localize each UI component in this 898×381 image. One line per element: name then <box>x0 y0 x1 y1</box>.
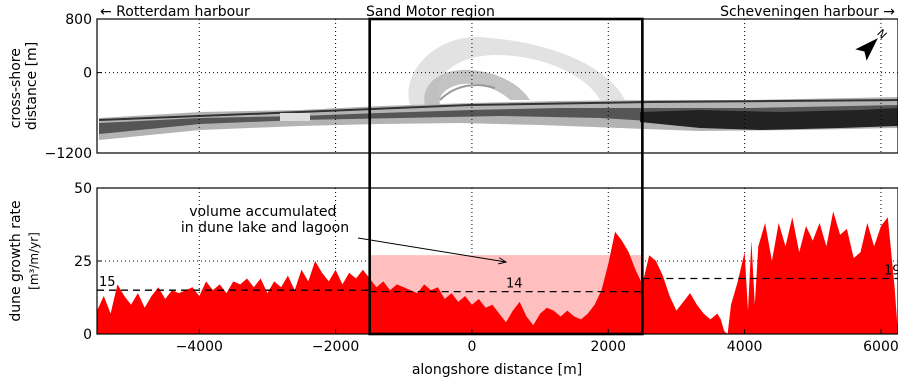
bottom-ytick-label: 50 <box>74 181 92 197</box>
sand-motor-region-label: Sand Motor region <box>366 4 495 20</box>
shoreline <box>98 99 898 121</box>
top-ylabel: cross-shore distance [m] <box>8 42 40 130</box>
top-ylabel-line2: distance [m] <box>24 42 40 130</box>
bottom-xlabel: alongshore distance [m] <box>412 362 582 378</box>
mean-line-label: 14 <box>506 277 523 292</box>
mean-line-label: 19 <box>884 264 898 279</box>
annotation-text: volume accumulated in dune lake and lago… <box>181 204 349 236</box>
top-ylabel-line1: cross-shore <box>8 48 24 128</box>
bottom-xtick-label: 0 <box>467 339 476 355</box>
mean-lines: 15 14 19 <box>97 264 898 293</box>
right-harbour-label: Scheveningen harbour → <box>720 4 895 20</box>
top-ytick-label: −1200 <box>45 146 92 162</box>
annotation-arrow <box>357 237 508 265</box>
bottom-xtick-label: −2000 <box>312 339 359 355</box>
bottom-xtick-label: 4000 <box>727 339 763 355</box>
bottom-ylabel-units: [m³/m/yr] <box>27 232 41 290</box>
bottom-y-ticks: 0 25 50 <box>74 181 102 343</box>
dune-band <box>99 97 898 140</box>
annotation-line2: in dune lake and lagoon <box>181 220 349 236</box>
bottom-xtick-label: 2000 <box>590 339 626 355</box>
bottom-ytick-label: 0 <box>83 327 92 343</box>
bottom-xtick-label: −4000 <box>176 339 223 355</box>
top-y-ticks: 800 0 −1200 <box>45 12 102 162</box>
bottom-ylabel: dune growth rate <box>8 200 24 321</box>
aerial-map <box>98 36 898 140</box>
top-ytick-label: 0 <box>83 66 92 82</box>
top-grid <box>97 19 898 153</box>
mean-line-label: 15 <box>99 275 116 290</box>
bottom-xtick-label: 6000 <box>863 339 898 355</box>
bottom-chart-panel: 15 14 19 0 25 50 −4000 −2000 0 2000 4000 6000 alo… <box>8 181 898 378</box>
bottom-ytick-label: 25 <box>74 254 92 270</box>
sand-motor-hook-edge <box>439 84 496 101</box>
sand-motor-plume <box>408 36 625 105</box>
annotation-line1: volume accumulated <box>189 204 336 220</box>
left-harbour-label: ← Rotterdam harbour <box>100 4 250 20</box>
top-ytick-label: 800 <box>65 12 92 28</box>
dune-dark-north <box>640 108 898 130</box>
sand-motor-lagoon <box>424 69 530 105</box>
harbour-structure <box>280 113 310 121</box>
sand-motor-region-box <box>368 17 644 336</box>
bottom-x-ticks: −4000 −2000 0 2000 4000 6000 <box>176 329 898 355</box>
growth-rate-area <box>97 211 898 334</box>
